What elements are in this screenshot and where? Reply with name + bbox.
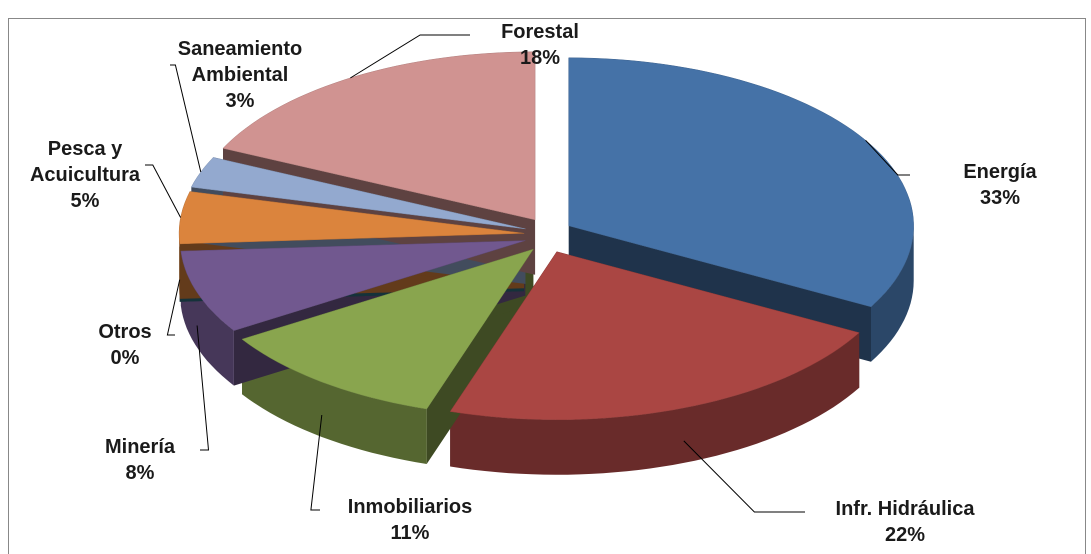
percent-label: 8% [125, 462, 155, 484]
percent-label: 22% [884, 524, 926, 546]
leader-line [350, 34, 470, 79]
slice [449, 251, 860, 420]
percent-label: 11% [390, 522, 430, 544]
leader-line [166, 279, 181, 336]
slice-wall [180, 251, 234, 386]
leader-line [865, 139, 910, 176]
leader-line [683, 440, 805, 513]
percent-label: 18% [519, 47, 561, 69]
category-label: Minería [104, 436, 176, 458]
category-label: Infr. Hidráulica [835, 498, 975, 520]
slice-label: Pesca y Acuicultura 5% [15, 136, 155, 214]
slice-wall [871, 225, 914, 362]
slice-label: Energía 33% [900, 159, 1091, 211]
chart-frame [8, 18, 1086, 554]
leader-line [145, 164, 182, 218]
slice [178, 191, 525, 245]
percent-label: 5% [70, 190, 100, 212]
category-label: Inmobiliarios [347, 496, 473, 518]
percent-label: 3% [225, 90, 255, 112]
category-label: Forestal [501, 21, 579, 43]
slice [241, 248, 534, 410]
leader-lines [145, 34, 910, 513]
slice-label: Saneamiento Ambiental 3% [160, 36, 320, 114]
slice-tops [178, 51, 914, 420]
slice-wall [242, 339, 427, 464]
slice-label: Otros 0% [65, 319, 185, 371]
percent-label: 33% [979, 187, 1021, 209]
category-label: Energía [963, 161, 1037, 183]
slice-label: Forestal 18% [460, 19, 620, 71]
leader-line [310, 414, 323, 511]
slice-wall [450, 332, 860, 475]
slice-label: Minería 8% [70, 434, 210, 486]
slice [180, 240, 526, 331]
slice-label: Infr. Hidráulica 22% [795, 496, 1015, 548]
percent-label: 0% [110, 347, 140, 369]
leader-line [170, 64, 202, 173]
category-label: Saneamiento Ambiental [177, 38, 303, 86]
slice-label: Inmobiliarios 11% [310, 494, 510, 546]
leader-line [196, 325, 210, 451]
category-label: Pesca y Acuicultura [29, 138, 141, 186]
category-label: Otros [98, 321, 152, 343]
